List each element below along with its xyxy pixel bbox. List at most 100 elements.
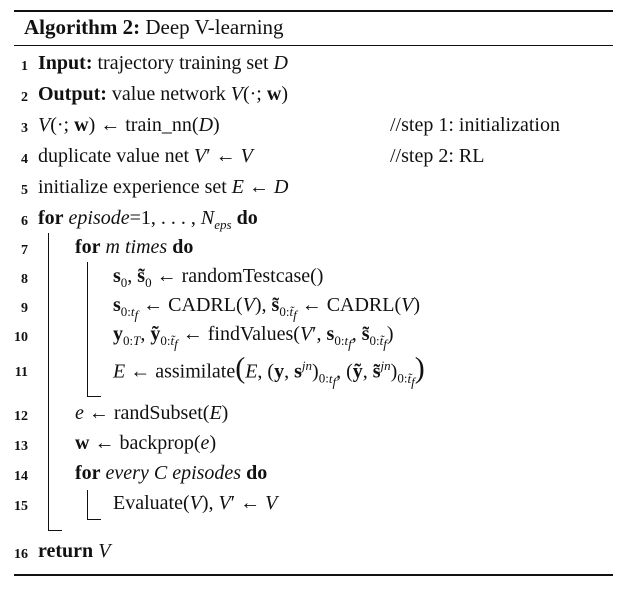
math-V: V bbox=[243, 294, 255, 316]
math-V: V bbox=[190, 492, 202, 514]
algo-line-5: 5 initialize experience set E ← D bbox=[0, 176, 634, 206]
episode-text: episode bbox=[69, 207, 130, 229]
episode-range: =1, . . . , bbox=[130, 207, 201, 229]
math-arrow: ← bbox=[240, 492, 260, 514]
line-content: for episode=1, . . . , Neps do bbox=[38, 207, 258, 233]
caption-title: Deep V-learning bbox=[145, 15, 283, 39]
line-number: 4 bbox=[6, 152, 28, 168]
algo-line-9: 9 s0:tf ← CADRL(V), s̃0:t̃f ← CADRL(V) bbox=[0, 294, 634, 324]
eval-loop-bar bbox=[87, 490, 88, 520]
math-arrow: ← bbox=[130, 361, 150, 383]
keyword-return: return bbox=[38, 540, 93, 562]
math-arrow: ← bbox=[143, 294, 163, 316]
math-w: w bbox=[74, 114, 88, 136]
line-number: 9 bbox=[6, 301, 28, 317]
line-number: 11 bbox=[6, 365, 28, 381]
backprop-fn: backprop bbox=[119, 432, 193, 454]
math-e: e bbox=[201, 432, 210, 454]
algo-line-11: 11 E ← assimilate(E, (y, sjn)0:tf, (ỹ, s… bbox=[0, 358, 634, 388]
line-number: 5 bbox=[6, 183, 28, 199]
line-content: initialize experience set E ← D bbox=[38, 176, 288, 199]
cadrl-fn: CADRL bbox=[327, 294, 395, 316]
line-number: 12 bbox=[6, 409, 28, 425]
math-D: D bbox=[274, 52, 288, 74]
math-m: m bbox=[106, 236, 120, 258]
math-N: N bbox=[201, 207, 214, 229]
times-text: times bbox=[125, 236, 167, 258]
math-D: D bbox=[199, 114, 213, 136]
line-content: V(·; w) ← train_nn(D) bbox=[38, 114, 220, 137]
line-content: e ← randSubset(E) bbox=[75, 402, 228, 425]
math-V: V bbox=[241, 145, 253, 167]
math-arrow: ← bbox=[94, 432, 114, 454]
math-w: w bbox=[267, 83, 281, 105]
line-content: for m times do bbox=[75, 236, 193, 259]
eval-loop-foot bbox=[87, 519, 101, 520]
comment-step2: //step 2: RL bbox=[390, 145, 484, 168]
algo-line-1: 1 Input: trajectory training set D bbox=[0, 52, 634, 82]
math-w: w bbox=[75, 432, 89, 454]
outer-loop-bar bbox=[48, 233, 49, 531]
episodes-text: episodes bbox=[172, 462, 241, 484]
algo-line-15: 15 Evaluate(V), V′ ← V bbox=[0, 492, 634, 522]
keyword-for: for bbox=[75, 462, 101, 484]
math-E: E bbox=[113, 361, 125, 383]
line-content: w ← backprop(e) bbox=[75, 432, 216, 455]
math-arrow: ← bbox=[183, 323, 203, 345]
line-content: Input: trajectory training set D bbox=[38, 52, 288, 75]
caption-rule bbox=[14, 45, 613, 46]
keyword-output: Output: bbox=[38, 83, 107, 105]
keyword-input: Input: bbox=[38, 52, 92, 74]
math-arrow: ← bbox=[100, 114, 120, 136]
line-number: 6 bbox=[6, 214, 28, 230]
line-content: return V bbox=[38, 540, 110, 563]
cadrl-fn: CADRL bbox=[168, 294, 236, 316]
math-arrow: ← bbox=[157, 265, 177, 287]
algorithm-caption: Algorithm 2: Deep V-learning bbox=[24, 15, 284, 40]
math-C: C bbox=[154, 462, 167, 484]
caption-label: Algorithm 2: bbox=[24, 15, 140, 39]
keyword-for: for bbox=[75, 236, 101, 258]
line-number: 3 bbox=[6, 121, 28, 137]
comment-step1: //step 1: initialization bbox=[390, 114, 560, 137]
line-content: s0, s̃0 ← randomTestcase() bbox=[113, 265, 323, 291]
keyword-for: for bbox=[38, 207, 64, 229]
keyword-do: do bbox=[237, 207, 258, 229]
assimilate-fn: assimilate bbox=[155, 361, 235, 383]
input-text: trajectory training set bbox=[97, 52, 268, 74]
math-arrow: ← bbox=[89, 402, 109, 424]
output-text: value network bbox=[112, 83, 226, 105]
line-content: y0:T, ỹ0:t̃f ← findValues(V′, s0:tf, s̃0… bbox=[113, 323, 394, 353]
line-content: s0:tf ← CADRL(V), s̃0:t̃f ← CADRL(V) bbox=[113, 294, 420, 324]
math-V: V bbox=[231, 83, 243, 105]
line-number: 10 bbox=[6, 330, 28, 346]
algo-line-2: 2 Output: value network V(·; w) bbox=[0, 83, 634, 113]
inner-loop-foot bbox=[87, 396, 101, 397]
line-number: 2 bbox=[6, 90, 28, 106]
math-D: D bbox=[274, 176, 288, 198]
math-E: E bbox=[245, 361, 257, 383]
algo-line-6: 6 for episode=1, . . . , Neps do bbox=[0, 207, 634, 237]
math-arrow: ← bbox=[302, 294, 322, 316]
math-arrow: ← bbox=[249, 176, 269, 198]
random-testcase-fn: randomTestcase() bbox=[182, 265, 324, 287]
algo-line-10: 10 y0:T, ỹ0:t̃f ← findValues(V′, s0:tf, … bbox=[0, 323, 634, 353]
top-rule bbox=[14, 10, 613, 12]
algo-line-12: 12 e ← randSubset(E) bbox=[0, 402, 634, 432]
train-fn: train_nn bbox=[125, 114, 192, 136]
line-number: 13 bbox=[6, 439, 28, 455]
math-E: E bbox=[232, 176, 244, 198]
math-V: V bbox=[219, 492, 231, 514]
math-V: V bbox=[401, 294, 413, 316]
line-number: 1 bbox=[6, 59, 28, 75]
algo-line-4: 4 duplicate value net V′ ← V //step 2: R… bbox=[0, 145, 634, 175]
line-number: 8 bbox=[6, 272, 28, 288]
math-V: V bbox=[265, 492, 277, 514]
duplicate-text: duplicate value net bbox=[38, 145, 189, 167]
math-e: e bbox=[75, 402, 84, 424]
algo-line-13: 13 w ← backprop(e) bbox=[0, 432, 634, 462]
algo-line-7: 7 for m times do bbox=[0, 236, 634, 266]
algo-line-16: 16 return V bbox=[0, 540, 634, 570]
algo-line-8: 8 s0, s̃0 ← randomTestcase() bbox=[0, 265, 634, 295]
math-E: E bbox=[209, 402, 221, 424]
